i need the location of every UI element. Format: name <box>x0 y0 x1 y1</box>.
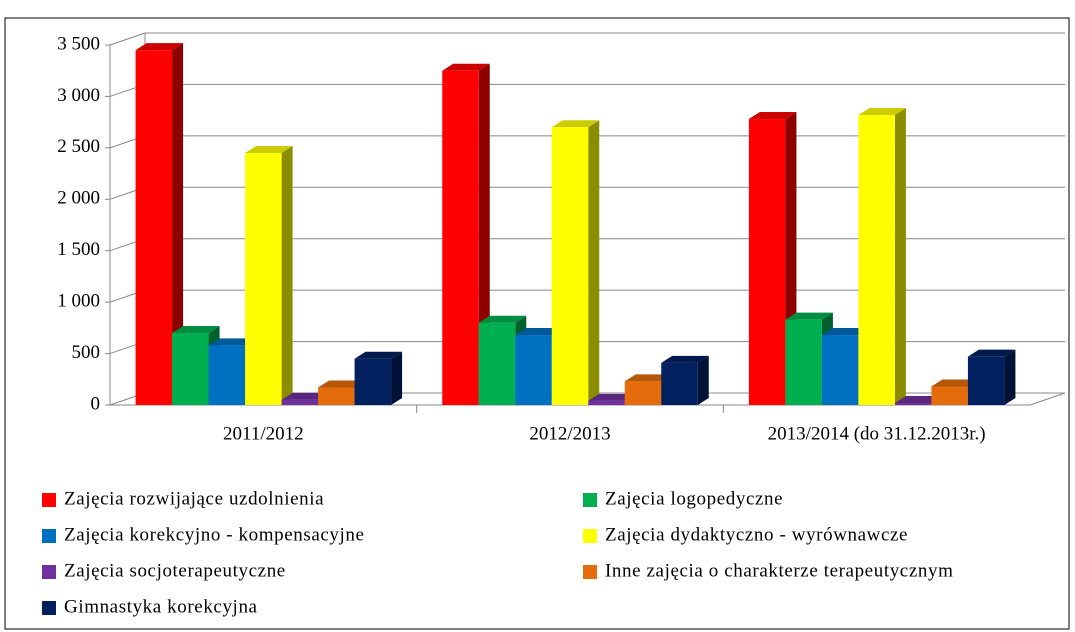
bar-top <box>551 120 600 128</box>
legend-swatch <box>583 565 597 579</box>
bar <box>624 381 662 405</box>
bar-top <box>354 351 403 359</box>
bar-top <box>478 315 527 323</box>
bar <box>245 153 282 405</box>
bar-top <box>588 393 636 401</box>
bar <box>172 333 209 405</box>
bar <box>442 70 479 405</box>
legend-swatch <box>42 529 56 543</box>
bar-top <box>515 328 563 336</box>
legend-swatch <box>42 493 56 507</box>
bar-side <box>1004 349 1016 405</box>
bar-top <box>821 328 870 336</box>
x-tick-label: 2013/2014 (do 31.12.2013r.) <box>768 423 986 444</box>
bar <box>354 358 392 405</box>
y-tick-label: 2 500 <box>57 136 100 157</box>
y-tick-label: 0 <box>91 393 101 414</box>
bar <box>931 386 968 405</box>
bar <box>281 399 319 405</box>
legend-swatch <box>42 601 56 615</box>
bar-top <box>208 338 257 346</box>
bar-top <box>624 374 673 382</box>
bar-top <box>281 392 330 400</box>
bar-top <box>172 326 220 333</box>
bar <box>588 400 625 405</box>
legend-label: Zajęcia dydaktyczno - wyrównawcze <box>605 524 908 545</box>
legend-label: Zajęcia korekcyjno - kompensacyjne <box>64 524 365 545</box>
bar <box>135 50 173 406</box>
bar-side <box>588 120 600 406</box>
bar-top <box>894 395 943 403</box>
x-tick-label: 2012/2013 <box>529 423 610 444</box>
bar-top <box>135 43 184 51</box>
bar-top <box>661 355 709 363</box>
bar <box>858 114 895 405</box>
bar <box>967 356 1005 405</box>
bar <box>821 335 859 405</box>
bar <box>478 322 516 405</box>
legend-label: Zajęcia socjoterapeutyczne <box>64 560 286 581</box>
bar <box>785 319 822 405</box>
bar-top <box>245 146 293 153</box>
x-tick-label: 2011/2012 <box>223 423 304 444</box>
bar <box>661 362 698 405</box>
y-tick-label: 500 <box>72 342 101 363</box>
legend-label: Gimnastyka korekcyjna <box>64 596 258 617</box>
bar <box>748 119 786 406</box>
chart-border <box>4 17 1070 630</box>
bar-side <box>697 355 709 405</box>
bar <box>894 402 932 405</box>
legend-swatch <box>583 493 597 507</box>
bar-top <box>318 380 366 388</box>
bar <box>551 127 589 406</box>
grid-line <box>109 32 146 46</box>
bar-side <box>894 107 906 405</box>
y-tick-label: 3 500 <box>57 33 100 54</box>
bar-top <box>967 349 1016 357</box>
y-tick-label: 1 000 <box>57 291 100 312</box>
bar <box>318 387 355 405</box>
bar-side <box>172 43 184 406</box>
bar-top <box>442 63 490 71</box>
y-tick-label: 1 500 <box>57 239 100 260</box>
floor-edge <box>1029 392 1066 406</box>
legend-label: Zajęcia logopedyczne <box>605 488 783 509</box>
legend-label: Inne zajęcia o charakterze terapeutyczny… <box>605 560 953 581</box>
y-tick-label: 2 000 <box>57 188 100 209</box>
bar-top <box>858 107 906 115</box>
bar-top <box>785 312 833 320</box>
bar-top <box>748 112 797 120</box>
legend-swatch <box>583 529 597 543</box>
bar-top <box>931 379 979 387</box>
bar <box>208 345 246 405</box>
legend-swatch <box>42 565 56 579</box>
legend-label: Zajęcia rozwijające uzdolnienia <box>64 488 324 509</box>
bar-side <box>281 146 293 405</box>
bar-side <box>391 351 403 405</box>
bar <box>515 335 552 405</box>
y-tick-label: 3 000 <box>57 85 100 106</box>
